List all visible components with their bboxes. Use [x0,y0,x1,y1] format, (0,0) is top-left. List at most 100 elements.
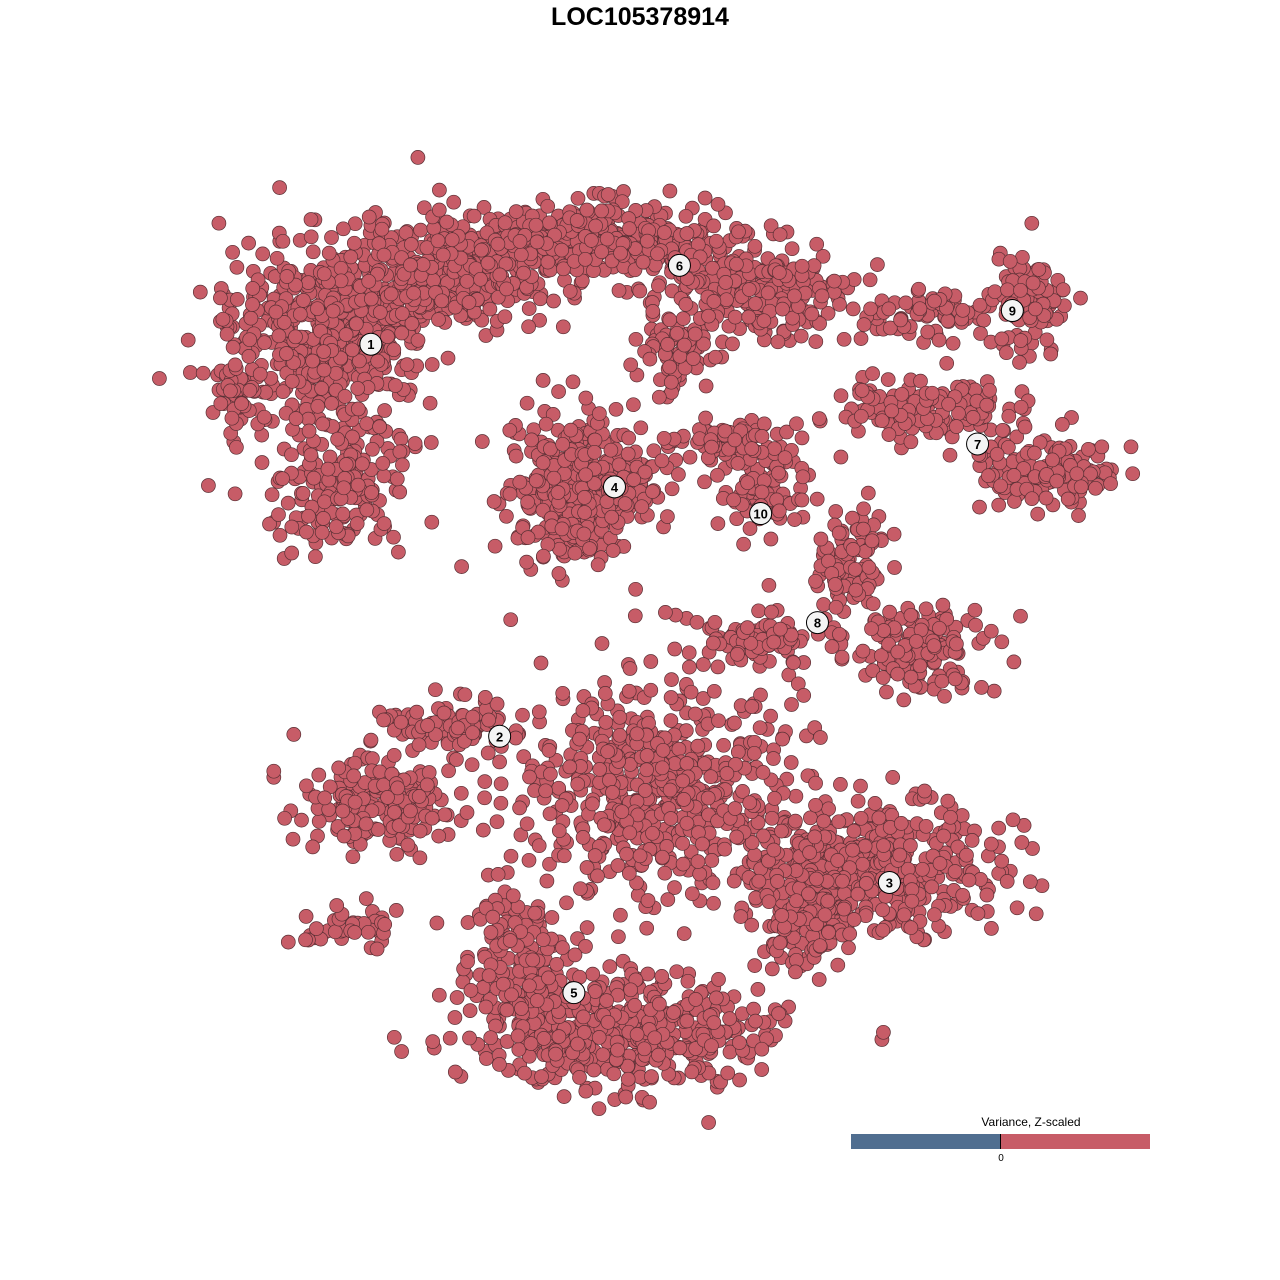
data-point [639,920,655,936]
data-point [215,311,231,327]
data-point [656,430,672,446]
data-point [727,309,743,325]
data-point [211,215,227,231]
data-point [522,769,537,785]
data-point [358,816,374,832]
data-point [344,342,360,358]
data-point [413,222,428,238]
data-point [706,218,722,234]
data-point [834,649,850,665]
data-point [442,1030,458,1046]
data-point [626,472,642,487]
data-point [1024,491,1040,507]
data-point [788,788,804,804]
data-point [490,236,506,252]
data-point [519,816,535,832]
data-point [316,362,332,378]
chart-title: LOC105378914 [551,3,729,31]
data-point [643,682,659,698]
data-point [292,306,308,322]
data-point [388,903,404,918]
data-point [305,353,320,369]
data-point [479,1051,494,1066]
data-point [542,215,557,231]
data-point [301,423,317,439]
data-point [871,810,887,826]
data-point [627,608,643,624]
data-point [771,465,786,481]
data-point [861,559,877,575]
data-point [447,1064,463,1080]
data-point [376,468,392,484]
data-point [846,912,862,927]
data-point [528,473,544,489]
data-point [395,457,410,473]
data-point [562,283,578,299]
data-point [675,836,690,851]
data-point [808,797,823,813]
data-point [671,741,687,757]
data-point [446,194,462,210]
data-point [403,237,419,252]
data-point [979,397,995,413]
data-point [611,929,626,945]
data-point [555,436,570,452]
data-point [744,441,760,456]
data-point [321,245,337,261]
data-point [793,328,809,344]
data-point [180,332,196,348]
data-point [809,871,824,887]
data-point [475,822,491,838]
data-point [814,288,830,304]
data-point [272,527,288,543]
data-point [331,760,347,776]
data-point [407,436,423,451]
data-point [1081,441,1096,457]
data-point [875,922,891,938]
data-point [614,804,630,819]
data-point [350,477,366,493]
data-point [269,250,285,266]
data-point [986,683,1002,699]
data-point [788,964,803,980]
data-point [431,828,447,844]
data-point [742,795,758,811]
data-point [857,838,873,854]
data-point [457,687,473,703]
data-point [701,1115,716,1130]
data-point [718,275,734,290]
data-point [885,770,901,785]
data-point [1030,506,1046,522]
data-point [708,233,724,249]
data-point [679,756,695,771]
data-point [1094,439,1110,455]
data-point [389,471,405,487]
data-point [697,190,713,206]
data-point [377,917,393,932]
data-point [761,577,777,593]
data-point [831,525,847,541]
data-point [336,828,352,844]
data-point [967,602,983,618]
data-point [492,754,507,770]
data-point [1049,473,1065,489]
data-point [444,232,460,248]
data-point [502,422,518,438]
data-point [387,804,402,820]
data-point [392,484,408,500]
data-point [600,744,615,760]
data-point [432,182,447,198]
data-point [578,390,594,406]
data-point [358,891,374,906]
data-point [512,234,528,249]
data-point [183,365,198,380]
data-point [519,554,534,570]
data-point [520,530,536,545]
data-point [453,785,469,801]
data-point [394,1044,409,1059]
data-point [1103,476,1118,492]
data-point [389,846,405,862]
data-point [744,917,760,933]
data-point [918,601,934,617]
data-point [410,150,426,165]
